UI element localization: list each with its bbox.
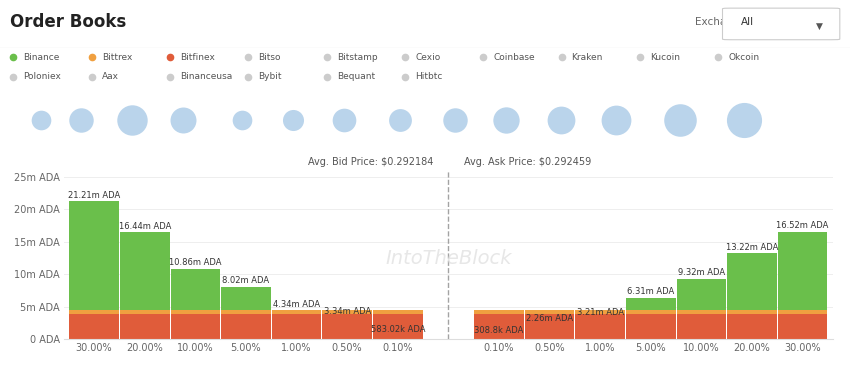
Text: 16.44m ADA: 16.44m ADA	[118, 222, 171, 231]
Text: Hitbtc: Hitbtc	[415, 72, 442, 81]
Text: 583.02k ADA: 583.02k ADA	[371, 324, 425, 334]
Point	[554, 116, 568, 123]
Text: All: All	[741, 16, 754, 26]
Bar	[728, 253, 777, 311]
Bar	[778, 232, 827, 311]
Text: 10.86m ADA: 10.86m ADA	[169, 258, 222, 267]
Text: Exchange: Exchange	[695, 16, 746, 26]
Point	[609, 116, 623, 123]
Point	[499, 116, 513, 123]
Bar	[322, 311, 372, 314]
Text: 4.34m ADA: 4.34m ADA	[273, 300, 320, 309]
Point	[74, 116, 88, 123]
Bar	[524, 314, 575, 339]
Bar	[728, 311, 777, 314]
Bar	[575, 311, 625, 314]
FancyBboxPatch shape	[722, 8, 840, 40]
Bar	[373, 311, 422, 314]
Text: Kraken: Kraken	[571, 53, 603, 62]
Bar	[221, 314, 271, 339]
Text: Bitfinex: Bitfinex	[180, 53, 215, 62]
Bar	[120, 232, 169, 311]
Point	[125, 116, 139, 123]
Bar	[778, 314, 827, 339]
Text: 3.34m ADA: 3.34m ADA	[324, 307, 371, 316]
Bar	[474, 314, 524, 339]
Point	[393, 116, 406, 123]
Bar	[626, 314, 676, 339]
Text: Aax: Aax	[102, 72, 119, 81]
Bar	[474, 311, 524, 314]
Text: 21.21m ADA: 21.21m ADA	[68, 191, 120, 200]
Text: Bitso: Bitso	[258, 53, 280, 62]
Bar	[373, 314, 422, 339]
Bar	[677, 314, 726, 339]
Bar	[626, 298, 676, 311]
Bar	[524, 311, 575, 314]
Bar	[70, 201, 119, 311]
Text: Avg. Ask Price: $0.292459: Avg. Ask Price: $0.292459	[464, 157, 591, 167]
Bar	[626, 311, 676, 314]
Text: 308.8k ADA: 308.8k ADA	[474, 326, 524, 336]
Text: 8.02m ADA: 8.02m ADA	[223, 277, 269, 285]
Bar	[677, 311, 726, 314]
Bar	[70, 314, 119, 339]
Bar	[120, 314, 169, 339]
Bar	[70, 311, 119, 314]
Bar	[171, 311, 220, 314]
Text: Bittrex: Bittrex	[102, 53, 132, 62]
Text: Avg. Bid Price: $0.292184: Avg. Bid Price: $0.292184	[308, 157, 433, 167]
Bar	[171, 314, 220, 339]
Text: Binance: Binance	[24, 53, 60, 62]
Text: Bequant: Bequant	[337, 72, 375, 81]
Point	[34, 116, 48, 123]
Point	[176, 116, 190, 123]
Text: Kucoin: Kucoin	[650, 53, 680, 62]
Point	[448, 116, 462, 123]
Text: Poloniex: Poloniex	[24, 72, 61, 81]
Text: 3.21m ADA: 3.21m ADA	[576, 308, 624, 316]
Text: Order Books: Order Books	[10, 13, 127, 31]
Bar	[171, 268, 220, 311]
Text: Bitstamp: Bitstamp	[337, 53, 377, 62]
Text: Okcoin: Okcoin	[728, 53, 759, 62]
Text: 6.31m ADA: 6.31m ADA	[627, 287, 674, 296]
Text: 13.22m ADA: 13.22m ADA	[726, 243, 779, 252]
Bar	[575, 314, 625, 339]
Text: 2.26m ADA: 2.26m ADA	[526, 314, 573, 323]
Text: 9.32m ADA: 9.32m ADA	[677, 268, 725, 277]
Point	[673, 116, 687, 123]
Bar	[322, 314, 372, 339]
Point	[235, 116, 249, 123]
Text: Bybit: Bybit	[258, 72, 282, 81]
Text: IntoTheBlock: IntoTheBlock	[385, 249, 512, 268]
Bar	[272, 314, 321, 339]
Text: Binanceusa: Binanceusa	[180, 72, 232, 81]
Point	[737, 116, 751, 123]
Bar	[221, 311, 271, 314]
Point	[337, 116, 351, 123]
Point	[286, 116, 300, 123]
Text: 16.52m ADA: 16.52m ADA	[776, 221, 829, 230]
Bar	[221, 287, 271, 311]
Text: Coinbase: Coinbase	[493, 53, 535, 62]
Bar	[677, 278, 726, 311]
Bar	[120, 311, 169, 314]
Text: ▼: ▼	[816, 22, 823, 31]
Bar	[272, 311, 321, 314]
Bar	[778, 311, 827, 314]
Bar	[728, 314, 777, 339]
Text: Cexio: Cexio	[415, 53, 440, 62]
